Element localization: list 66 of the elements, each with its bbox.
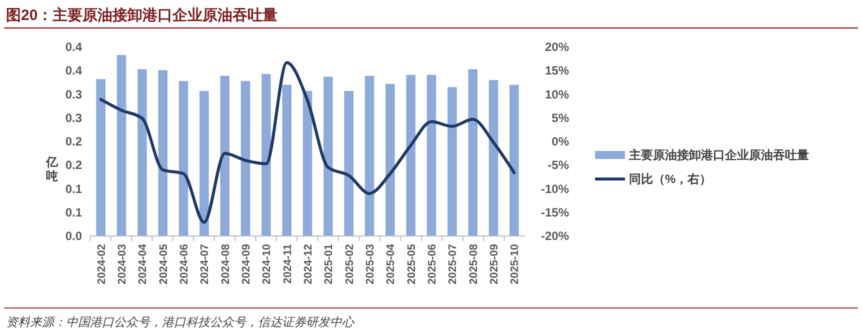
legend-label: 主要原油接卸港口企业原油吞吐量 xyxy=(628,148,809,162)
y2-tick-label: -10% xyxy=(540,182,570,196)
y-tick-label: 0.2 xyxy=(65,134,82,148)
line-series xyxy=(99,61,516,224)
y-tick-label: 0.0 xyxy=(65,229,82,243)
y2-tick-label: 20% xyxy=(544,40,570,54)
bar xyxy=(510,84,519,236)
y2-tick-label: -5% xyxy=(548,158,570,172)
bar xyxy=(178,81,188,236)
bar xyxy=(158,70,168,236)
y2-tick-label: 10% xyxy=(544,87,570,102)
x-tick-label: 2025-07 xyxy=(447,244,460,284)
bar xyxy=(488,80,498,236)
bar xyxy=(448,87,457,236)
bar xyxy=(138,69,147,236)
x-tick-label: 2025-06 xyxy=(426,244,438,284)
x-tick-label: 2024-09 xyxy=(240,244,253,284)
text: 资料来源：中国港口公众号，港口科技公众号，信达证券研发中心 xyxy=(6,315,355,329)
x-tick-label: 2024-12 xyxy=(302,244,314,284)
bar xyxy=(220,76,230,236)
bar xyxy=(96,79,106,236)
x-tick-label: 2025-10 xyxy=(509,244,522,284)
bar xyxy=(386,84,395,236)
x-tick-label: 2025-04 xyxy=(385,243,398,284)
x-tick-label: 2024-06 xyxy=(178,244,191,284)
x-tick-label: 2025-02 xyxy=(344,244,356,284)
x-tick-label: 2024-05 xyxy=(158,244,170,284)
x-tick-label: 2024-02 xyxy=(96,244,108,284)
bar xyxy=(324,76,333,236)
x-tick-label: 2024-11 xyxy=(282,244,294,284)
chart-title: 图20：主要原油接卸港口企业原油吞吐量 xyxy=(6,6,278,24)
y2-tick-label: -15% xyxy=(540,205,570,220)
legend-label: 同比（%，右） xyxy=(629,172,712,186)
bar xyxy=(302,90,312,236)
x-tick-label: 2024-07 xyxy=(199,244,212,284)
x-tick-label: 2024-04 xyxy=(137,243,150,284)
x-tick-label: 2025-01 xyxy=(323,244,336,284)
y2-tick-label: 5% xyxy=(552,110,570,125)
y2-tick-label: 15% xyxy=(544,64,570,78)
bar xyxy=(262,74,271,236)
y-tick-label: 0.4 xyxy=(65,40,82,54)
bar xyxy=(468,69,478,236)
bar xyxy=(282,84,292,236)
y-axis-title: 亿吨 xyxy=(45,155,59,183)
x-tick-label: 2024-10 xyxy=(261,244,274,284)
x-tick-label: 2025-09 xyxy=(488,244,500,284)
bar xyxy=(344,90,354,236)
y-tick-label: 0.1 xyxy=(65,182,82,196)
y-tick-label: 0.3 xyxy=(65,110,82,125)
y2-tick-label: -20% xyxy=(540,229,570,243)
y-tick-label: 0.3 xyxy=(65,87,82,102)
bar xyxy=(406,74,416,236)
y-tick-label: 0.4 xyxy=(65,64,82,78)
y-tick-label: 0.2 xyxy=(65,158,82,172)
bar xyxy=(240,81,250,236)
bar xyxy=(200,90,209,236)
x-tick-label: 2024-08 xyxy=(220,244,232,284)
bar xyxy=(116,55,126,236)
y-tick-label: 0.1 xyxy=(65,205,82,220)
x-tick-label: 2024-03 xyxy=(116,244,129,284)
y2-tick-label: 0% xyxy=(552,134,570,148)
x-tick-label: 2025-05 xyxy=(406,244,418,284)
x-tick-label: 2025-08 xyxy=(468,244,480,284)
x-tick-label: 2025-03 xyxy=(364,244,376,284)
bar xyxy=(364,76,374,236)
bar xyxy=(426,74,436,236)
